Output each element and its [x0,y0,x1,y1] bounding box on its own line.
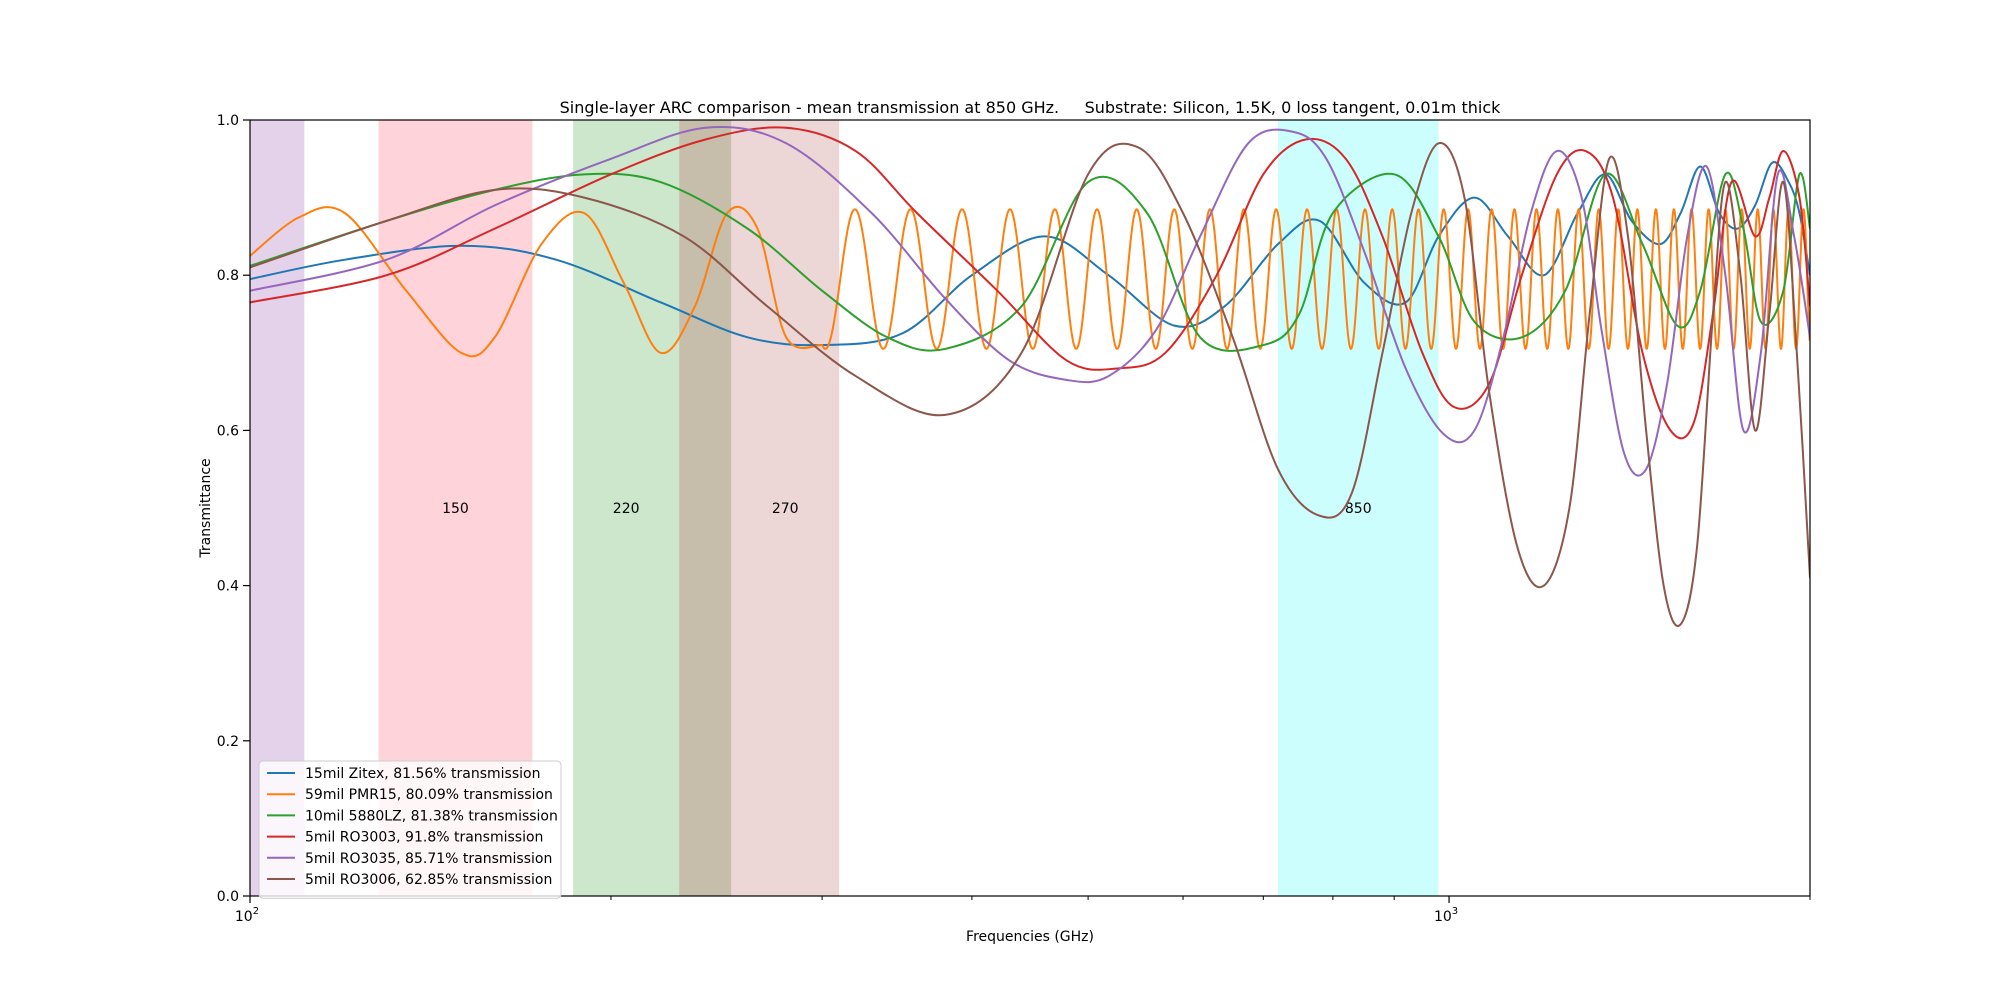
x-axis-ticks: 102 103 [235,896,1811,925]
legend-entry-1: 59mil PMR15, 80.09% transmission [305,787,553,803]
band-label-850: 850 [1345,501,1372,517]
legend-entry-5: 5mil RO3006, 62.85% transmission [305,872,552,888]
y-tick-label: 0.0 [217,889,239,905]
y-tick-label: 0.6 [217,423,239,439]
series-line-2 [250,171,1810,352]
y-tick-label: 0.4 [217,579,239,595]
chart-title: Single-layer ARC comparison - mean trans… [560,98,1502,117]
band-2 [573,120,680,896]
x-axis-label: Frequencies (GHz) [966,929,1094,945]
y-tick-label: 0.8 [217,268,239,284]
band-label-150: 150 [442,501,469,517]
legend-entry-4: 5mil RO3035, 85.71% transmission [305,851,552,867]
band-label-220: 220 [613,501,640,517]
series-line-4 [250,126,1810,477]
y-tick-label: 1.0 [217,113,239,129]
legend-entry-2: 10mil 5880LZ, 81.38% transmission [305,808,558,824]
series-line-5 [250,142,1810,627]
x-tick-label: 103 [1434,906,1458,925]
y-axis-ticks: 0.0 0.2 0.4 0.6 0.8 1.0 [217,113,250,905]
band-labels: 150 220 270 850 [442,501,1372,517]
frequency-bands [250,120,1439,896]
band-label-270: 270 [772,501,799,517]
y-axis-label: Transmittance [198,458,214,558]
band-4 [731,120,840,896]
series-lines [250,126,1810,627]
legend-entry-3: 5mil RO3003, 91.8% transmission [305,830,543,846]
legend-box [258,760,562,899]
legend: 15mil Zitex, 81.56% transmission 59mil PM… [258,760,562,899]
band-3 [679,120,732,896]
x-tick-label: 102 [235,906,259,925]
plot-frame [249,119,1811,897]
series-line-0 [250,161,1810,347]
series-line-3 [250,126,1810,440]
y-tick-label: 0.2 [217,734,239,750]
legend-entry-0: 15mil Zitex, 81.56% transmission [305,766,540,782]
